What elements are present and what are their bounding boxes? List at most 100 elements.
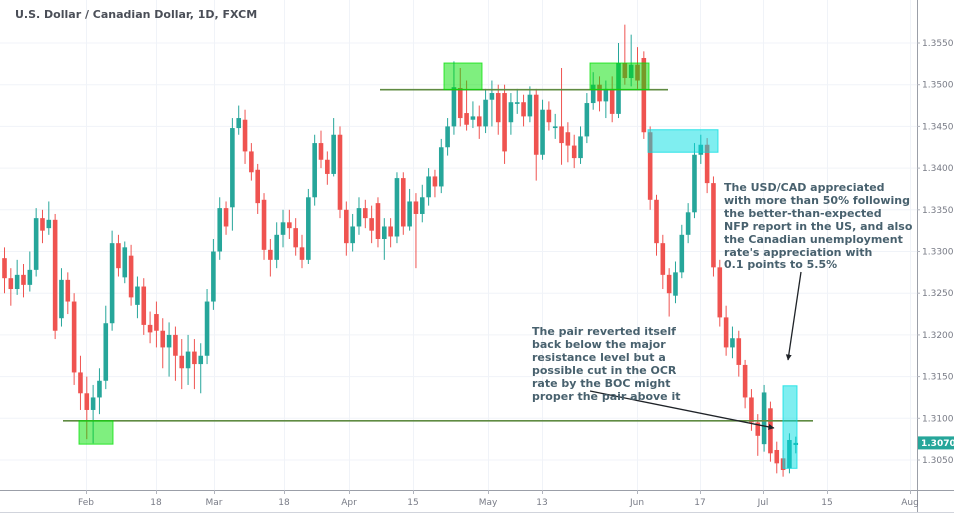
- candle-body-up: [470, 116, 476, 120]
- time-axis-label: Feb: [78, 498, 94, 508]
- candle-body-down: [388, 226, 393, 237]
- time-axis-label: Jun: [629, 498, 644, 508]
- price-axis-label: 1.32000: [922, 331, 954, 341]
- candle-body-up: [407, 201, 412, 227]
- candle-body-down: [609, 88, 615, 114]
- candle-body-down: [325, 159, 330, 174]
- supply-box-april[interactable]: [443, 62, 483, 91]
- candle-body-up: [679, 234, 685, 273]
- candle-body-up: [540, 109, 545, 155]
- last-price-label: 1.30705: [921, 439, 954, 449]
- candle-body-down: [413, 201, 419, 214]
- symbol-legend[interactable]: U.S. Dollar / Canadian Dollar, 1D, FXCM: [15, 8, 258, 21]
- candle-body-down: [141, 286, 147, 325]
- price-axis-label: 1.31500: [922, 373, 954, 383]
- nfp-arrow[interactable]: [785, 271, 802, 361]
- candle-body-down: [337, 134, 343, 210]
- current-price-zone[interactable]: [782, 385, 798, 469]
- candle-body-down: [432, 176, 438, 187]
- candle-body-up: [306, 197, 311, 260]
- time-axis-label: Mar: [206, 498, 223, 508]
- candle-body-up: [109, 243, 115, 324]
- candle-body-up: [211, 251, 216, 302]
- candle-body-down: [400, 178, 406, 227]
- ocr-arrow[interactable]: [589, 390, 775, 430]
- candle-body-up: [166, 334, 172, 348]
- candle-body-up: [426, 176, 431, 198]
- candle-body-up: [730, 338, 735, 348]
- candle-body-down: [647, 132, 653, 200]
- candle-body-up: [198, 355, 204, 365]
- demand-box-february[interactable]: [78, 420, 114, 445]
- price-axis-label: 1.31000: [922, 414, 954, 424]
- candle-body-up: [185, 351, 191, 369]
- candle-body-up: [438, 147, 444, 187]
- candle-body-up: [445, 126, 450, 148]
- candle-body-down: [521, 102, 526, 117]
- price-axis[interactable]: 1.35500 1.35000 1.34500 1.34000 1.33500 1.330…: [917, 39, 954, 466]
- candle-body-down: [533, 94, 539, 155]
- candle-body-down: [192, 351, 197, 365]
- time-axis-label: 15: [821, 498, 832, 508]
- candle-body-down: [495, 93, 501, 123]
- candle-body-up: [603, 88, 609, 102]
- candle-body-down: [65, 279, 71, 302]
- candle-body-down: [287, 222, 292, 229]
- candle-body-down: [179, 355, 185, 369]
- candle-body-up: [584, 103, 590, 137]
- candle-body-down: [71, 301, 77, 373]
- candle-body-down: [173, 334, 178, 356]
- candle-body-down: [8, 278, 14, 290]
- candle-body-down: [476, 116, 482, 127]
- candle-body-down: [268, 249, 273, 260]
- candle-body-up: [508, 102, 514, 123]
- price-axis-label: 1.33500: [922, 206, 954, 216]
- candle-body-down: [774, 449, 780, 464]
- candle-body-down: [293, 228, 298, 248]
- price-axis-label: 1.35000: [922, 81, 954, 91]
- candle-body-up: [33, 218, 39, 270]
- candle-body-down: [116, 243, 121, 269]
- candle-body-up: [312, 143, 317, 198]
- price-axis-label: 1.32500: [922, 289, 954, 299]
- supply-box-june[interactable]: [589, 62, 650, 91]
- time-axis-label: 18: [150, 498, 162, 508]
- candle-body-up: [692, 154, 697, 213]
- price-axis-label: 1.34500: [922, 122, 954, 132]
- candle-body-down: [660, 243, 666, 275]
- candle-body-up: [419, 197, 425, 214]
- candle-body-up: [451, 87, 457, 127]
- time-axis-label: Aug: [901, 498, 919, 508]
- candle-body-up: [514, 102, 520, 104]
- candle-body-down: [641, 58, 647, 133]
- candle-body-down: [723, 317, 729, 348]
- candle-body-down: [369, 218, 374, 231]
- candle-body-up: [90, 397, 96, 410]
- candlesticks: [2, 24, 799, 477]
- candle-body-down: [768, 408, 773, 454]
- time-axis-label: 15: [407, 498, 418, 508]
- price-axis-label: 1.35500: [922, 39, 954, 49]
- candle-body-down: [559, 126, 564, 144]
- resistance-zone-june[interactable]: [647, 129, 719, 153]
- candle-body-up: [590, 84, 596, 104]
- candle-body-down: [2, 258, 7, 279]
- candle-body-down: [223, 208, 229, 227]
- time-axis-label: 18: [278, 498, 290, 508]
- candle-body-up: [97, 380, 102, 398]
- annotation-nfp-note[interactable]: The USD/CAD appreciated with more than 5…: [724, 181, 913, 272]
- candle-body-up: [280, 222, 286, 235]
- candle-body-down: [242, 119, 248, 152]
- candle-body-down: [344, 209, 349, 244]
- candle-body-down: [711, 183, 716, 268]
- candle-body-down: [571, 145, 577, 159]
- candle-body-up: [274, 234, 279, 260]
- candle-body-down: [597, 84, 602, 102]
- candle-body-down: [755, 422, 761, 436]
- time-axis[interactable]: Feb 18 Mar 18 Apr 15 May 13 Jun 17 Jul 15 Aug: [78, 490, 919, 508]
- time-axis-label: Jul: [757, 498, 769, 508]
- candle-body-down: [363, 208, 368, 219]
- annotation-ocr-note[interactable]: The pair reverted itself back below the …: [532, 325, 681, 403]
